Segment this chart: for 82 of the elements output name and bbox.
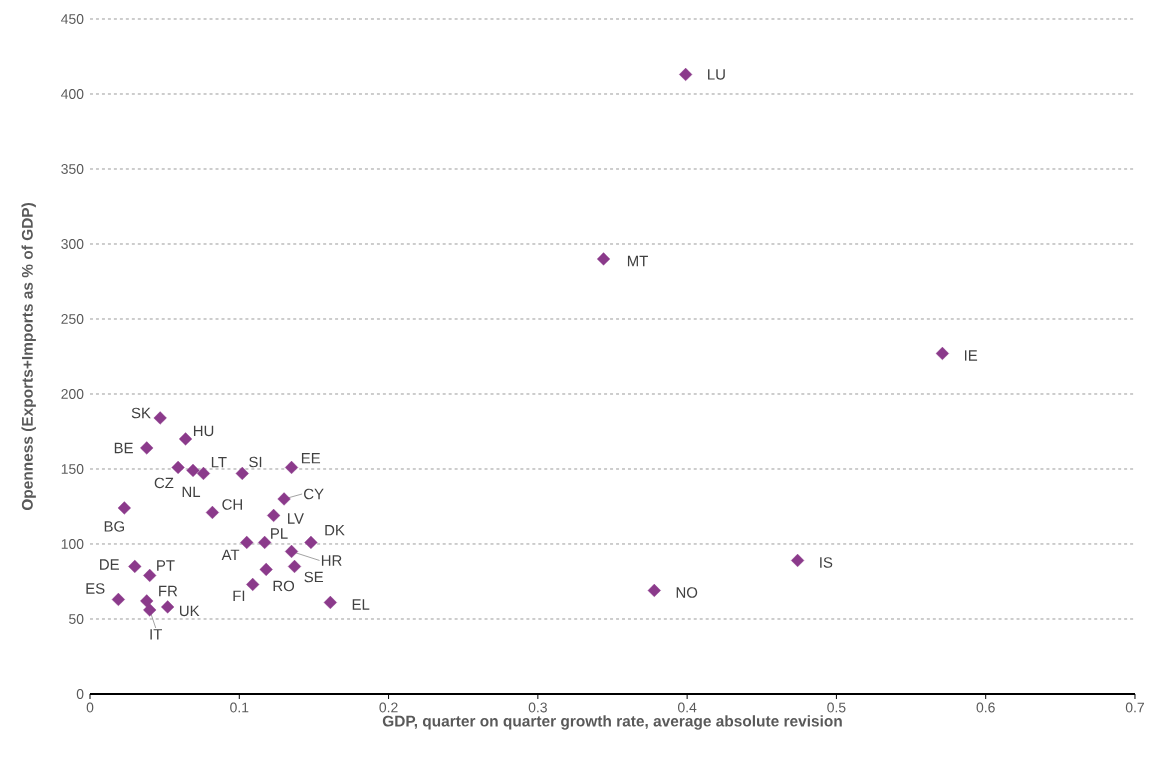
y-axis-title: Openness (Exports+Imports as % of GDP) [21, 203, 36, 511]
point [178, 432, 193, 446]
annotation: DE [100, 559, 119, 570]
annotation: FI [233, 590, 245, 601]
annotation: PL [271, 528, 288, 539]
annotation: MT [627, 255, 648, 267]
point [140, 441, 154, 455]
point [140, 594, 154, 608]
annotation: HR [321, 555, 342, 566]
point [171, 460, 185, 475]
annotation: SE [304, 571, 324, 583]
y-tick-label: 350 [61, 164, 84, 174]
x-tick-label: 0.2 [379, 702, 398, 713]
annotation: BG [104, 521, 125, 532]
point [304, 535, 318, 550]
point [258, 535, 272, 550]
y-tick-label: 450 [61, 14, 84, 24]
annotation: DK [325, 525, 345, 536]
annotation: NL [182, 486, 201, 497]
y-tick-label: 100 [61, 539, 84, 549]
point [111, 592, 125, 607]
annotation: IE [964, 350, 978, 361]
x-tick-label: 0.7 [1125, 702, 1144, 713]
point [791, 553, 805, 568]
annotation: IS [820, 557, 833, 568]
x-tick-label: 0.4 [677, 702, 697, 713]
annotation: CH [222, 499, 242, 510]
point [143, 603, 157, 617]
point [246, 577, 260, 592]
annotation: LU [708, 69, 725, 80]
x-tick-label: 0.5 [827, 702, 846, 713]
annotation: EE [301, 453, 321, 464]
annotation: BE [114, 442, 133, 454]
point [284, 460, 299, 475]
point [143, 568, 157, 583]
x-tick-label: 0.3 [528, 702, 547, 713]
annotation: IT [150, 629, 163, 640]
x-tick-label: 0.6 [976, 702, 995, 713]
point [935, 346, 949, 361]
point [277, 492, 291, 506]
y-tick-label: 50 [69, 614, 84, 624]
point [323, 595, 337, 610]
y-tick-label: 400 [61, 89, 84, 99]
annotation: FR [159, 585, 178, 597]
y-tick-label: 250 [61, 314, 84, 324]
annotation: RO [273, 580, 295, 592]
annotation: PT [157, 560, 175, 571]
point [186, 463, 200, 478]
point [161, 600, 175, 614]
annotation: AT [221, 549, 240, 560]
annotation: CZ [154, 477, 174, 489]
x-axis-title: GDP, quarter on quarter growth rate, average absolute revision [382, 715, 842, 730]
annotation: NO [676, 587, 698, 598]
x-tick-label: 0.1 [230, 702, 249, 713]
point [596, 252, 611, 266]
annotation: SI [249, 456, 262, 468]
y-tick-label: 0 [76, 689, 84, 699]
annotation: HU [193, 425, 214, 437]
point [240, 535, 254, 550]
annotation: UK [179, 605, 200, 617]
point [117, 501, 131, 515]
annotation: ES [86, 583, 105, 594]
y-tick-label: 150 [61, 464, 84, 474]
point [128, 559, 142, 574]
y-tick-label: 300 [61, 239, 84, 249]
point [284, 544, 299, 559]
y-tick-label: 200 [61, 389, 84, 399]
point [267, 508, 281, 523]
annotation: LV [288, 513, 304, 524]
point [196, 466, 211, 481]
annotation: CY [304, 488, 324, 500]
point [205, 505, 219, 520]
point [679, 67, 693, 82]
point [287, 559, 302, 574]
point [235, 466, 249, 481]
annotation: SK [131, 407, 151, 419]
x-tick-label: 0 [86, 702, 94, 713]
annotation: EL [352, 599, 370, 610]
point [259, 562, 273, 577]
point [153, 411, 167, 425]
annotation: LT [211, 457, 227, 468]
point [647, 583, 661, 598]
